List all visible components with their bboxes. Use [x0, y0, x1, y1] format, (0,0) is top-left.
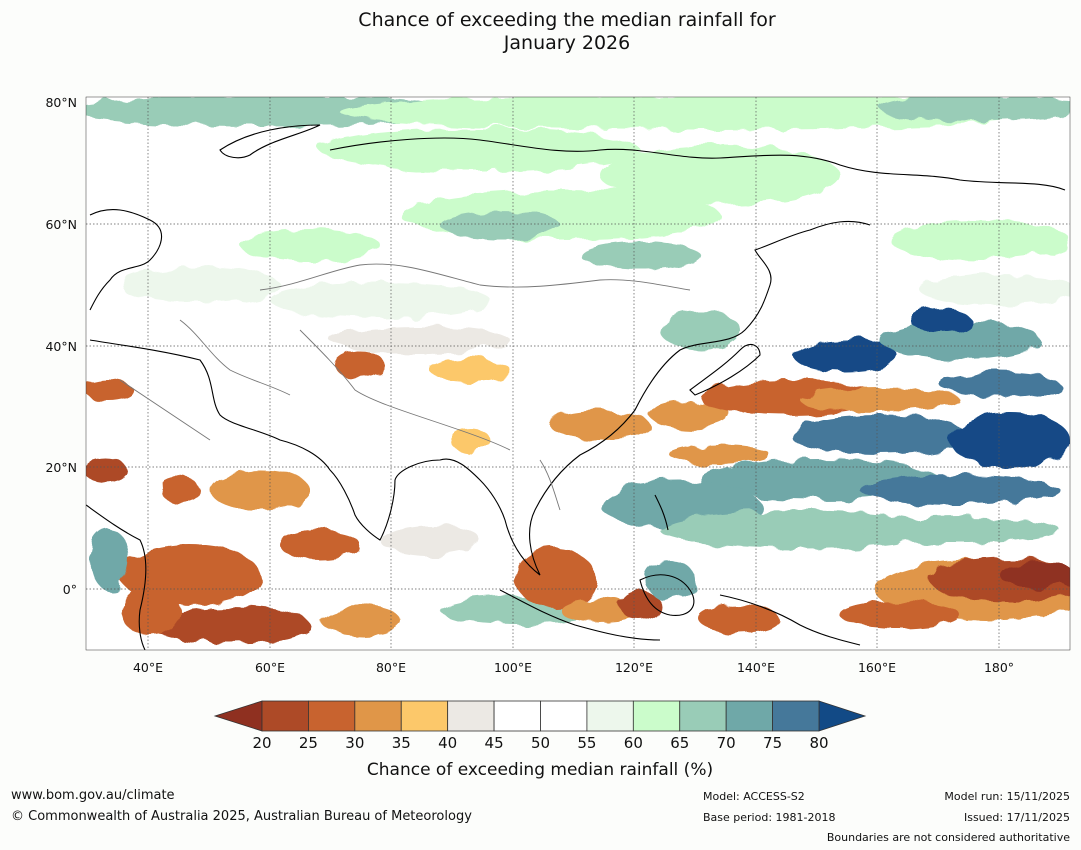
colorbar-segment — [632, 700, 681, 732]
lon-label-120e: 120°E — [615, 660, 653, 675]
footer-base-period: Base period: 1981-2018 — [703, 811, 836, 824]
colorbar-segment — [308, 700, 356, 732]
colorbar-title: Chance of exceeding median rainfall (%) — [367, 760, 713, 780]
lon-label-80e: 80°E — [376, 660, 406, 675]
colorbar-tick-label: 20 — [252, 734, 271, 752]
footer-model: Model: ACCESS-S2 — [703, 790, 805, 803]
colorbar-tick-label: 70 — [717, 734, 736, 752]
colorbar-ticks: 20 25 30 35 40 45 50 55 60 65 70 75 80 — [252, 734, 828, 752]
lat-label-40n: 40°N — [45, 339, 77, 354]
lon-label-60e: 60°E — [255, 660, 285, 675]
colorbar-tick-label: 40 — [438, 734, 457, 752]
colorbar-segment — [400, 700, 449, 732]
colorbar-segment — [725, 700, 773, 732]
lon-label-140e: 140°E — [737, 660, 775, 675]
map-frame — [85, 96, 1071, 651]
lat-label-0: 0° — [63, 582, 77, 597]
lon-label-160e: 160°E — [858, 660, 896, 675]
colorbar-segment — [447, 700, 495, 732]
colorbar-tick-label: 45 — [485, 734, 504, 752]
lat-label-20n: 20°N — [45, 460, 77, 475]
footer-issued: Issued: 17/11/2025 — [963, 811, 1070, 824]
colorbar-segment — [493, 700, 541, 732]
colorbar-segment — [772, 700, 820, 732]
footer-boundaries: Boundaries are not considered authoritat… — [826, 831, 1070, 844]
coastlines — [86, 124, 1066, 650]
lat-label-60n: 60°N — [45, 217, 77, 232]
colorbar-tick-label: 60 — [624, 734, 643, 752]
graticule — [86, 97, 1070, 650]
country-borders — [119, 263, 691, 511]
lon-label-180: 180° — [984, 660, 1014, 675]
latitude-labels: 80°N 60°N 40°N 20°N 0° — [45, 95, 77, 597]
colorbar-tick-label: 65 — [670, 734, 689, 752]
map-title-line2: January 2026 — [503, 32, 631, 54]
footer-model-run: Model run: 15/11/2025 — [944, 790, 1070, 803]
lon-label-100e: 100°E — [494, 660, 532, 675]
colorbar-high-extend — [818, 700, 867, 732]
colorbar-low-extend — [213, 700, 263, 732]
colorbar-segment — [261, 700, 309, 732]
lon-label-40e: 40°E — [133, 660, 163, 675]
colorbar-tick-label: 75 — [763, 734, 782, 752]
colorbar-segment — [540, 700, 588, 732]
colorbar-segment — [586, 700, 634, 732]
colorbar-tick-label: 55 — [577, 734, 596, 752]
map-title: Chance of exceeding the median rainfall … — [0, 9, 1081, 55]
map-panel — [86, 97, 1070, 650]
colorbar-segment — [354, 700, 402, 732]
colorbar: 20 25 30 35 40 45 50 55 60 65 70 75 80 Chance of exc… — [213, 700, 867, 780]
colorbar-tick-label: 50 — [531, 734, 550, 752]
colorbar-segments — [261, 700, 820, 732]
colorbar-tick-label: 30 — [345, 734, 364, 752]
colorbar-tick-label: 80 — [809, 734, 828, 752]
longitude-labels: 40°E 60°E 80°E 100°E 120°E 140°E 160°E 1… — [133, 660, 1014, 675]
footer-copyright: © Commonwealth of Australia 2025, Austra… — [11, 809, 472, 824]
lat-label-80n: 80°N — [45, 95, 77, 110]
colorbar-segment — [679, 700, 727, 732]
colorbar-tick-label: 25 — [299, 734, 318, 752]
colorbar-tick-label: 35 — [392, 734, 411, 752]
footer-url: www.bom.gov.au/climate — [11, 788, 175, 803]
map-title-line1: Chance of exceeding the median rainfall … — [358, 9, 776, 31]
